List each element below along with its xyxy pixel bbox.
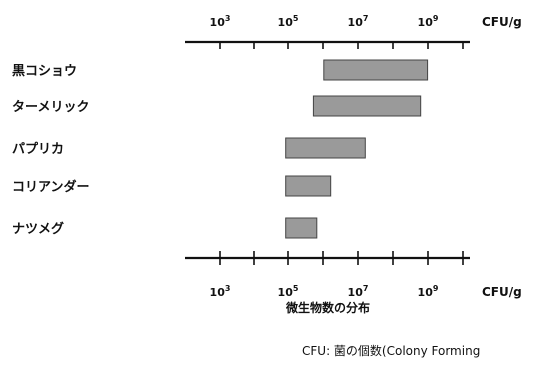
range-bar [285,217,318,239]
category-label: 黒コショウ [12,63,77,79]
tick-label-bottom: 103 [210,284,231,299]
tick-label-bottom: 109 [418,284,439,299]
category-label: パプリカ [12,142,64,157]
bottom-axis: 103 105 107 109 CFU/g [185,251,522,299]
tick-label-top: 103 [210,14,231,29]
tick-label-bottom: 105 [278,284,299,299]
category-label: ナツメグ [12,221,64,237]
range-bar [312,95,422,117]
range-bar [323,59,429,81]
bars [285,59,429,239]
top-axis: 103 105 107 109 CFU/g [185,14,522,49]
tick-label-top: 109 [418,14,439,29]
x-axis-label: 微生物数の分布 [285,300,370,315]
range-bar [285,137,366,159]
category-label: コリアンダー [12,179,89,195]
tick-label-bottom: 107 [348,284,369,299]
range-bar [285,175,332,197]
unit-label-top: CFU/g [482,15,522,29]
tick-label-top: 107 [348,14,369,29]
category-label: ターメリック [12,100,89,115]
footnote: CFU: 菌の個数(Colony Forming [302,343,480,358]
unit-label-bottom: CFU/g [482,285,522,299]
tick-label-top: 105 [278,14,299,29]
